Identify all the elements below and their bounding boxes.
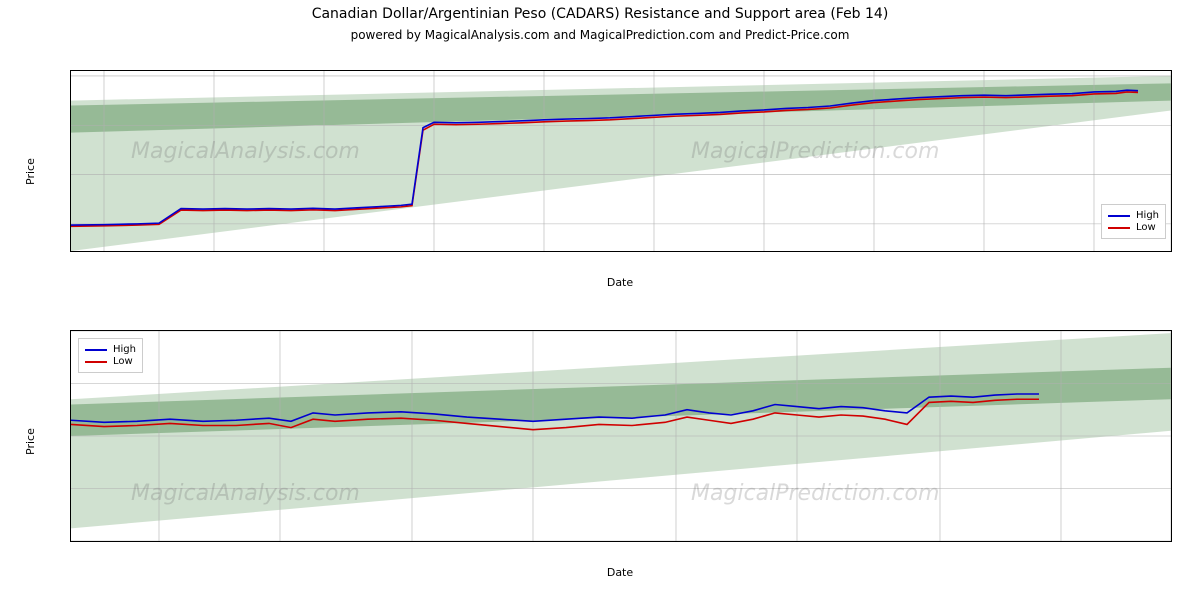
- xtick-label: 2024-05: [633, 251, 675, 252]
- legend-item-low: Low: [1108, 222, 1159, 233]
- xtick-label: 2024-11-01: [130, 541, 188, 542]
- legend-swatch-low: [85, 361, 107, 363]
- legend-swatch-low: [1108, 227, 1130, 229]
- legend-item-low: Low: [85, 356, 136, 367]
- chart-subtitle: powered by MagicalAnalysis.com and Magic…: [0, 28, 1200, 42]
- xtick-label: 2023-11: [303, 251, 345, 252]
- chart-title: Canadian Dollar/Argentinian Peso (CADARS…: [0, 6, 1200, 22]
- ytick-label: 650: [70, 483, 71, 494]
- legend-label: High: [113, 344, 136, 355]
- xtick-label: 2024-01: [413, 251, 455, 252]
- xtick-label: 2025-03: [1150, 251, 1172, 252]
- bottom-xlabel: Date: [70, 566, 1170, 579]
- top-xlabel: Date: [70, 276, 1170, 289]
- bottom-legend: High Low: [78, 338, 143, 373]
- xtick-label: 2024-12-01: [383, 541, 441, 542]
- xtick-label: 2024-12-15: [504, 541, 562, 542]
- ytick-label: 800: [70, 70, 71, 81]
- ytick-label: 600: [70, 536, 71, 543]
- ytick-label: 200: [70, 218, 71, 229]
- top-plot: MagicalAnalysis.com MagicalPrediction.co…: [70, 70, 1172, 252]
- xtick-label: 2023-09: [193, 251, 235, 252]
- xtick-label: 2023-07: [83, 251, 125, 252]
- ytick-label: 700: [70, 431, 71, 442]
- legend-label: High: [1136, 210, 1159, 221]
- ytick-label: 600: [70, 120, 71, 131]
- legend-label: Low: [1136, 222, 1156, 233]
- bottom-plot-svg: [71, 331, 1171, 541]
- legend-label: Low: [113, 356, 133, 367]
- xtick-label: 2024-11: [963, 251, 1005, 252]
- top-plot-svg: [71, 71, 1171, 251]
- legend-item-high: High: [1108, 210, 1159, 221]
- chart-container: Canadian Dollar/Argentinian Peso (CADARS…: [0, 0, 1200, 600]
- ytick-label: 750: [70, 378, 71, 389]
- top-ylabel: Price: [24, 158, 37, 185]
- xtick-label: 2024-07: [743, 251, 785, 252]
- xtick-label: 2025-03-01: [1142, 541, 1172, 542]
- bottom-ylabel: Price: [24, 428, 37, 455]
- xtick-label: 2025-02-15: [1032, 541, 1090, 542]
- bottom-plot: MagicalAnalysis.com MagicalPrediction.co…: [70, 330, 1172, 542]
- xtick-label: 2024-03: [523, 251, 565, 252]
- legend-swatch-high: [1108, 215, 1130, 217]
- top-legend: High Low: [1101, 204, 1166, 239]
- ytick-label: 400: [70, 169, 71, 180]
- xtick-label: 2025-01-01: [647, 541, 705, 542]
- xtick-label: 2025-01-15: [768, 541, 826, 542]
- ytick-label: 800: [70, 330, 71, 337]
- legend-swatch-high: [85, 349, 107, 351]
- xtick-label: 2024-11-15: [251, 541, 309, 542]
- xtick-label: 2025-02-01: [911, 541, 969, 542]
- xtick-label: 2024-09: [853, 251, 895, 252]
- legend-item-high: High: [85, 344, 136, 355]
- xtick-label: 2025-01: [1073, 251, 1115, 252]
